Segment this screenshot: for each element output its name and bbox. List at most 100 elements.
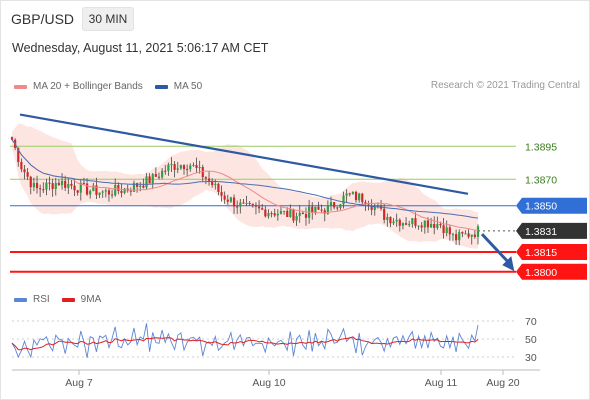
candle-body	[39, 188, 42, 190]
candle-body	[342, 195, 345, 205]
candle-body	[386, 217, 389, 220]
forecast-arrow-head	[502, 256, 515, 272]
candle-body	[423, 220, 426, 228]
candle-body	[64, 180, 67, 188]
candle-body	[211, 180, 214, 186]
candle-body	[195, 164, 198, 169]
candle-body	[420, 225, 423, 228]
rsi-line	[11, 323, 479, 359]
candle-body	[23, 169, 26, 173]
candle-body	[295, 215, 298, 221]
candle-body	[164, 170, 167, 172]
candle-body	[186, 169, 189, 171]
legend-swatch-ma50	[154, 84, 168, 89]
candle-body	[282, 210, 286, 212]
candle-body	[51, 183, 54, 189]
price-level-tag-1.3815	[516, 243, 587, 260]
candle-body	[92, 185, 95, 192]
candle-body	[417, 225, 420, 227]
candle-body	[245, 202, 248, 204]
legend-swatch-9ma	[61, 297, 75, 302]
candle-body	[232, 197, 236, 207]
candle-body	[411, 218, 414, 224]
candle-body	[467, 233, 470, 237]
candle-body	[114, 185, 117, 196]
candle-body	[370, 206, 373, 210]
candle-body	[461, 232, 464, 234]
forecast-arrow-shaft	[480, 233, 510, 264]
timeframe-badge[interactable]: 30 MIN	[82, 7, 134, 31]
candle-body	[345, 193, 348, 196]
candle-body	[392, 221, 395, 224]
candle-body	[217, 183, 220, 193]
candle-body	[373, 206, 376, 210]
candle-body	[17, 147, 20, 162]
candle-body	[57, 182, 61, 186]
candle-body	[117, 185, 120, 191]
candle-body	[123, 188, 126, 193]
candle-body	[279, 210, 283, 214]
candle-body	[189, 165, 192, 170]
price-level-label-1.3870: 1.3870	[525, 174, 557, 186]
candle-body	[54, 182, 57, 189]
symbol-title: GBP/USD	[11, 11, 75, 27]
candle-body	[401, 223, 405, 226]
candle-body	[192, 164, 195, 166]
candle-body	[289, 209, 292, 217]
candle-body	[173, 164, 176, 170]
candle-body	[223, 195, 226, 200]
candle-body	[276, 213, 279, 216]
legend-label-rsi: RSI	[33, 294, 50, 305]
candle-body	[261, 208, 264, 210]
candle-body	[264, 209, 267, 217]
candle-body	[404, 223, 408, 225]
candle-body	[104, 190, 107, 192]
candle-body	[207, 178, 211, 181]
candle-body	[442, 225, 445, 234]
legend-swatch-rsi	[14, 297, 27, 302]
candle-body	[367, 204, 370, 207]
candle-body	[45, 182, 48, 190]
candle-body	[95, 185, 98, 195]
candle-body	[429, 223, 433, 228]
candle-body	[336, 207, 339, 209]
candle-body	[326, 205, 329, 214]
candle-body	[273, 213, 276, 216]
candle-body	[167, 164, 170, 171]
legend-swatch-bollinger	[14, 84, 27, 89]
price-level-tag-1.3850	[516, 197, 587, 214]
candle-body	[26, 172, 29, 177]
candle-body	[157, 176, 161, 178]
candle-body	[85, 183, 89, 195]
candle-body	[351, 191, 354, 194]
legend-item-9ma: 9MA	[61, 294, 101, 305]
candle-body	[448, 227, 451, 235]
price-level-label-1.3850: 1.3850	[525, 201, 557, 213]
candle-body	[439, 223, 442, 226]
main-legend: MA 20 + Bollinger Bands MA 50	[14, 81, 214, 92]
rsi-tick-label-50: 50	[525, 334, 537, 346]
candle-body	[445, 227, 448, 234]
candle-body	[408, 223, 411, 225]
candle-body	[120, 190, 123, 193]
candle-body	[383, 208, 386, 220]
candle-body	[239, 202, 242, 207]
candle-body	[220, 192, 223, 196]
candle-body	[311, 206, 314, 213]
rsi-9ma-line	[11, 336, 479, 351]
candle-body	[254, 204, 258, 207]
candle-body	[333, 202, 336, 208]
candle-body	[257, 206, 261, 209]
candle-body	[67, 183, 70, 188]
candle-body	[48, 182, 51, 184]
candle-body	[455, 234, 458, 241]
candle-body	[136, 183, 139, 187]
datetime-label: Wednesday, August 11, 2021 5:06:17 AM CE…	[12, 41, 269, 55]
candle-body	[151, 174, 154, 184]
candle-body	[464, 233, 467, 235]
legend-item-bollinger: MA 20 + Bollinger Bands	[14, 81, 143, 92]
candle-body	[433, 223, 436, 228]
candle-body	[458, 232, 461, 241]
legend-item-ma50: MA 50	[154, 81, 202, 92]
